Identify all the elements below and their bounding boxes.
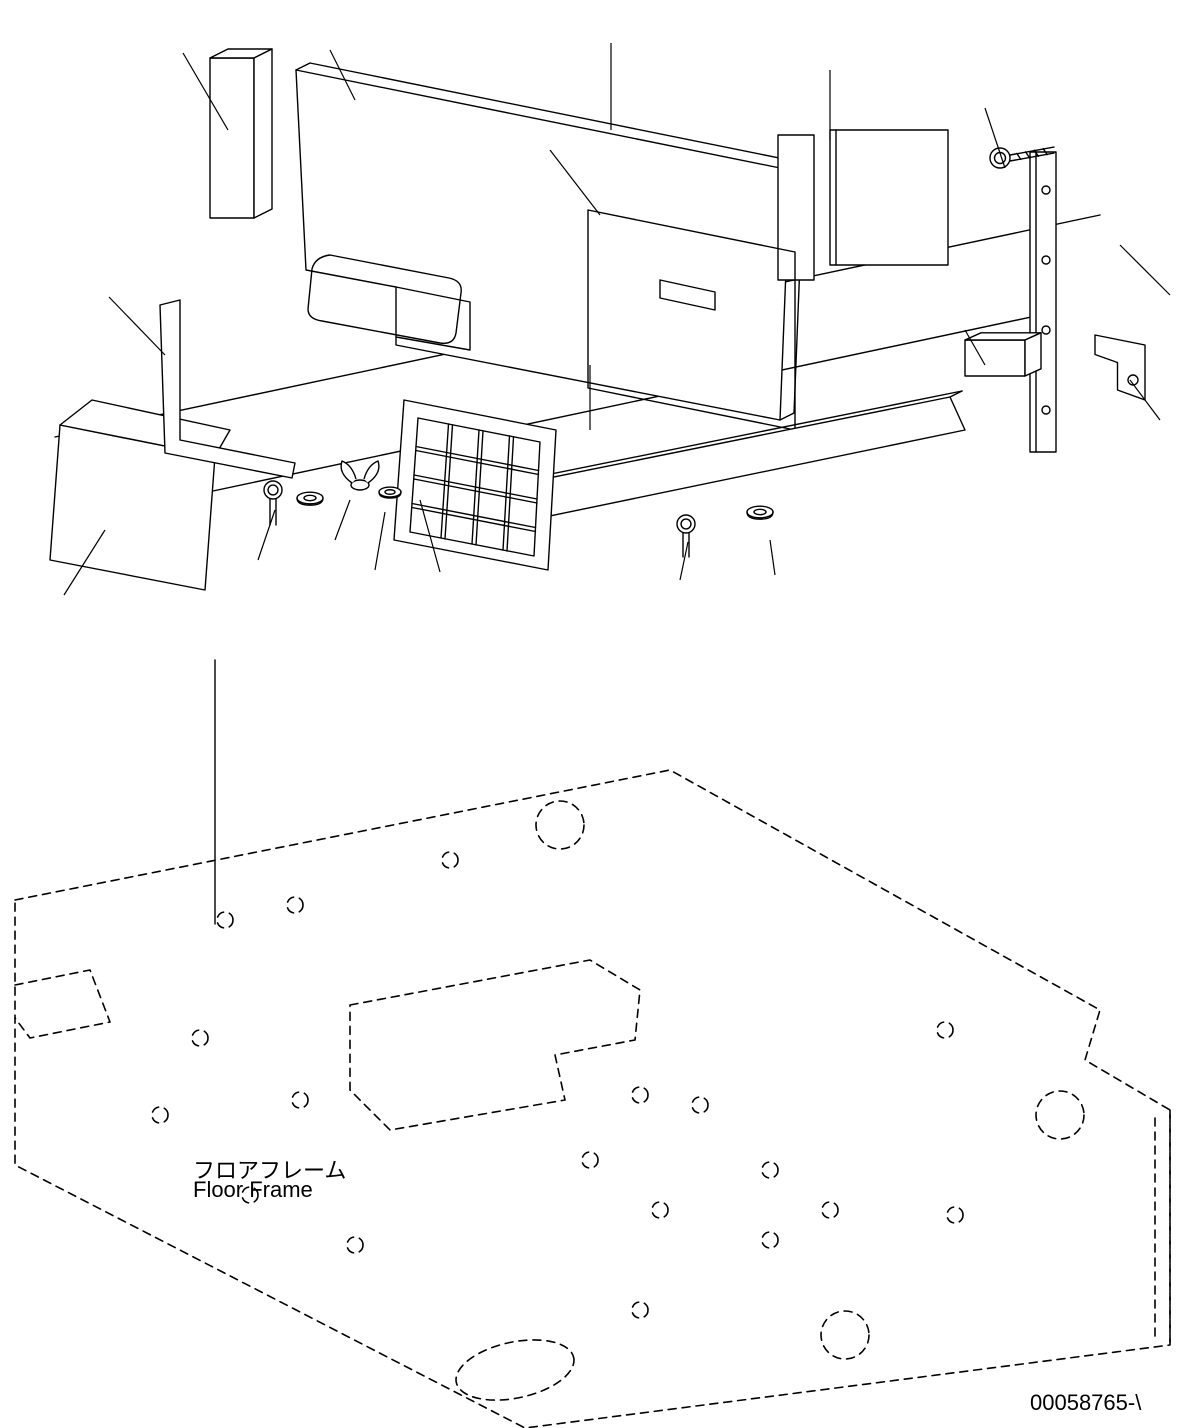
- exploded-diagram: [0, 0, 1177, 1428]
- label-floor-en: Floor Frame: [193, 1177, 313, 1203]
- label-drawing-no: 00058765-\: [1030, 1390, 1141, 1416]
